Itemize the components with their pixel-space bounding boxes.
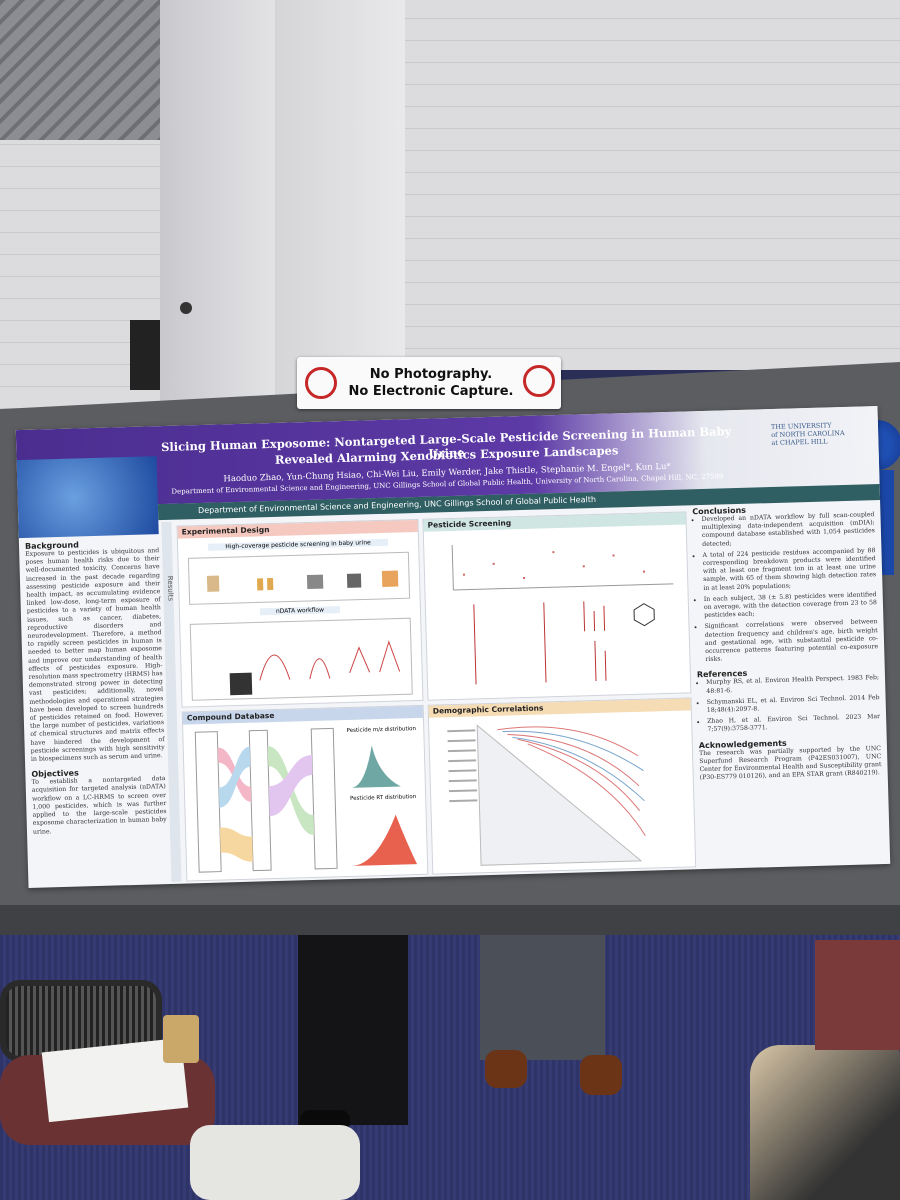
conclusion-item: Developed an nDATA workflow by full scan… [701,511,875,549]
figure-node [310,727,338,870]
figure-labels [447,729,478,803]
reference-list: Murphy RS, et al. Environ Health Perspec… [697,675,880,735]
section-text: To establish a nontargeted data acquisit… [31,775,167,836]
panel: Pesticide Screening [422,511,692,701]
figure-flow [219,827,253,862]
figure-icon [229,672,253,696]
poster: Slicing Human Exposome: Nontargeted Larg… [15,406,891,888]
reference-item: Schymanski EL, et al. Environ Sci Techno… [707,694,880,715]
sign-line: No Electronic Capture. [348,384,514,399]
mz-distribution [350,745,401,788]
board-edge [0,905,900,935]
sign: No Photography. No Electronic Capture. [297,357,561,409]
sign-text: No Photography. No Electronic Capture. [341,366,521,400]
workflow-figure [189,617,413,701]
figure-title: Pesticide RT distribution [350,794,417,802]
figure-axes [451,544,674,591]
conclusion-item: Significant correlations were observed b… [704,619,878,665]
bag [190,1125,360,1200]
figure-icon [206,575,220,592]
figure-density [353,814,418,866]
person-legs [298,935,408,1125]
figure-dots [462,551,645,580]
rt-distribution [353,814,418,866]
figure-molecule [633,603,655,627]
figure-title: Pesticide m/z distribution [346,726,417,735]
reference-item: Zhao H, et al. Environ Sci Technol. 2023… [707,713,880,734]
figure-icon [381,570,399,587]
panel-subheading: High-coverage pesticide screening in bab… [208,538,389,551]
cup [163,1015,199,1063]
header-image [16,456,159,539]
panel-subheading: nDATA workflow [259,606,341,616]
figure-density [350,745,401,788]
pillar [160,0,280,420]
no-phone-icon [523,365,555,397]
left-column: Background Exposure to pesticides is ubi… [25,538,167,836]
figure-icon [267,577,274,591]
conclusion-item: A total of 224 pesticide residues accomp… [702,547,876,593]
panel-heading: Compound Database [182,705,423,725]
figure-frame [187,551,411,605]
figure-spectra [473,601,607,685]
figure-flow [218,746,251,808]
camera [180,302,192,314]
section-text: The research was partially supported by … [698,744,882,782]
panel: Demographic Correlations [427,697,697,875]
ceiling-truss [0,0,170,160]
university-logo: THE UNIVERSITY of NORTH CAROLINA at CHAP… [771,420,872,447]
design-figure [187,551,411,605]
backpack [750,1045,900,1200]
figure-icon [306,574,324,590]
figure-links [502,730,645,802]
sankey-figure [194,727,338,873]
pillar [275,0,405,400]
screening-figure [451,544,674,685]
conclusion-item: In each subject, 38 (± 5.8) pesticides w… [704,591,878,620]
figure-icon [257,578,264,591]
panel-heading: Experimental Design [177,519,418,539]
panel: Experimental Design High-coverage pestic… [176,518,424,708]
figure-flow [268,754,313,817]
reference-item: Murphy RS, et al. Environ Health Perspec… [706,675,879,696]
section-text: Exposure to pesticides is ubiquitous and… [25,547,165,763]
shoe [580,1055,622,1095]
speaker [130,320,165,390]
figure-curves [259,640,401,681]
right-column: Conclusions Developed an nDATA workflow … [692,502,882,782]
person-legs [480,935,605,1060]
panel: Compound Database Pesticide m/z distribu… [181,704,429,882]
figure-matrix [476,724,643,866]
results-label: Results [165,575,175,602]
chair [815,940,900,1050]
no-photo-icon [305,367,337,399]
figure-links [497,726,646,836]
conclusion-list: Developed an nDATA workflow by full scan… [692,511,878,664]
wall [405,0,900,370]
shoe [485,1050,527,1088]
figure-frame [189,617,413,701]
figure-node [194,731,222,873]
sign-line: No Photography. [369,367,493,382]
correlation-figure [447,724,646,866]
figure-icon [346,573,362,588]
